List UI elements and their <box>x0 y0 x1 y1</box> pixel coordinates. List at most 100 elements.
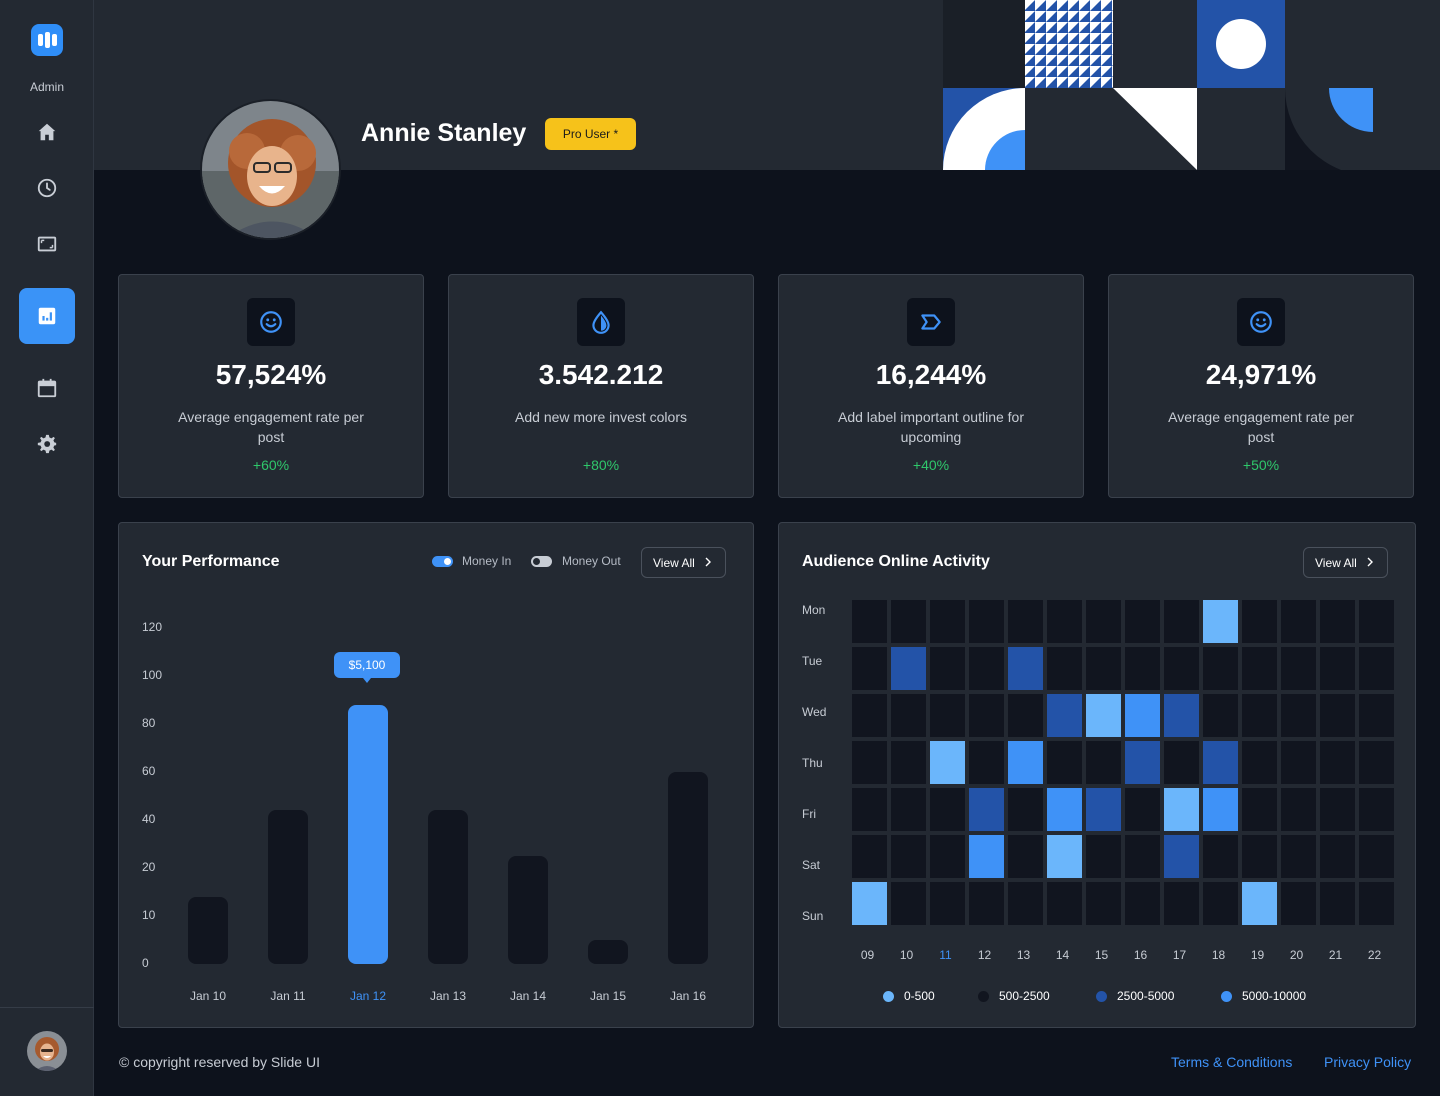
heatmap-cell[interactable] <box>1047 835 1082 878</box>
chart-bar[interactable] <box>668 772 708 964</box>
heatmap-cell[interactable] <box>1164 835 1199 878</box>
heatmap-cell[interactable] <box>1281 882 1316 925</box>
sidebar-item-settings[interactable] <box>19 416 75 472</box>
heatmap-cell[interactable] <box>1047 694 1082 737</box>
heatmap-cell[interactable] <box>1242 600 1277 643</box>
heatmap-cell[interactable] <box>891 835 926 878</box>
heatmap-cell[interactable] <box>891 647 926 690</box>
heatmap-cell[interactable] <box>1086 882 1121 925</box>
heatmap-cell[interactable] <box>1008 741 1043 784</box>
performance-view-all-button[interactable]: View All <box>641 547 726 578</box>
heatmap-cell[interactable] <box>1047 741 1082 784</box>
heatmap-cell[interactable] <box>1281 600 1316 643</box>
heatmap-cell[interactable] <box>1281 835 1316 878</box>
heatmap-cell[interactable] <box>1242 694 1277 737</box>
heatmap-cell[interactable] <box>852 835 887 878</box>
heatmap-cell[interactable] <box>1320 600 1355 643</box>
heatmap-cell[interactable] <box>930 882 965 925</box>
money-out-toggle[interactable] <box>531 556 552 567</box>
heatmap-cell[interactable] <box>930 647 965 690</box>
heatmap-cell[interactable] <box>930 835 965 878</box>
heatmap-cell[interactable] <box>891 694 926 737</box>
heatmap-cell[interactable] <box>1125 788 1160 831</box>
chart-bar[interactable] <box>588 940 628 964</box>
heatmap-cell[interactable] <box>1242 647 1277 690</box>
heatmap-cell[interactable] <box>852 600 887 643</box>
heatmap-cell[interactable] <box>1047 882 1082 925</box>
user-avatar-small[interactable] <box>27 1031 67 1071</box>
heatmap-cell[interactable] <box>852 647 887 690</box>
heatmap-cell[interactable] <box>1125 600 1160 643</box>
heatmap-cell[interactable] <box>969 647 1004 690</box>
heatmap-cell[interactable] <box>969 788 1004 831</box>
heatmap-cell[interactable] <box>1242 882 1277 925</box>
heatmap-cell[interactable] <box>1008 835 1043 878</box>
heatmap-cell[interactable] <box>1281 788 1316 831</box>
money-in-toggle[interactable] <box>432 556 453 567</box>
chart-bar[interactable] <box>268 810 308 964</box>
chart-bar[interactable] <box>188 896 228 964</box>
heatmap-cell[interactable] <box>1359 788 1394 831</box>
heatmap-cell[interactable] <box>1164 882 1199 925</box>
heatmap-cell[interactable] <box>1008 600 1043 643</box>
heatmap-cell[interactable] <box>1125 835 1160 878</box>
chart-bar[interactable] <box>348 704 388 964</box>
heatmap-cell[interactable] <box>1008 647 1043 690</box>
heatmap-cell[interactable] <box>1086 788 1121 831</box>
heatmap-cell[interactable] <box>1086 600 1121 643</box>
heatmap-cell[interactable] <box>930 600 965 643</box>
heatmap-cell[interactable] <box>1320 647 1355 690</box>
heatmap-cell[interactable] <box>969 694 1004 737</box>
heatmap-cell[interactable] <box>1242 788 1277 831</box>
heatmap-cell[interactable] <box>969 741 1004 784</box>
brand-logo[interactable] <box>31 24 63 56</box>
sidebar-item-home[interactable] <box>19 104 75 160</box>
heatmap-cell[interactable] <box>1359 741 1394 784</box>
heatmap-cell[interactable] <box>1086 741 1121 784</box>
heatmap-cell[interactable] <box>852 788 887 831</box>
heatmap-cell[interactable] <box>1203 647 1238 690</box>
chart-bar[interactable] <box>508 856 548 964</box>
sidebar-item-analytics[interactable] <box>19 288 75 344</box>
heatmap-cell[interactable] <box>1086 835 1121 878</box>
heatmap-cell[interactable] <box>1320 788 1355 831</box>
heatmap-cell[interactable] <box>969 882 1004 925</box>
heatmap-cell[interactable] <box>1203 600 1238 643</box>
terms-link[interactable]: Terms & Conditions <box>1171 1054 1293 1070</box>
heatmap-cell[interactable] <box>1125 694 1160 737</box>
heatmap-cell[interactable] <box>1281 741 1316 784</box>
heatmap-cell[interactable] <box>1047 600 1082 643</box>
heatmap-cell[interactable] <box>1125 882 1160 925</box>
heatmap-cell[interactable] <box>1125 741 1160 784</box>
heatmap-cell[interactable] <box>1047 788 1082 831</box>
heatmap-cell[interactable] <box>930 788 965 831</box>
heatmap-cell[interactable] <box>1203 835 1238 878</box>
heatmap-cell[interactable] <box>1164 694 1199 737</box>
heatmap-cell[interactable] <box>1086 647 1121 690</box>
heatmap-cell[interactable] <box>1320 835 1355 878</box>
heatmap-cell[interactable] <box>852 882 887 925</box>
heatmap-cell[interactable] <box>1320 741 1355 784</box>
heatmap-cell[interactable] <box>1359 882 1394 925</box>
heatmap-cell[interactable] <box>852 694 887 737</box>
heatmap-cell[interactable] <box>1125 647 1160 690</box>
heatmap-cell[interactable] <box>1086 694 1121 737</box>
heatmap-cell[interactable] <box>1203 882 1238 925</box>
heatmap-cell[interactable] <box>891 600 926 643</box>
heatmap-cell[interactable] <box>1164 788 1199 831</box>
heatmap-cell[interactable] <box>1164 647 1199 690</box>
heatmap-cell[interactable] <box>891 741 926 784</box>
heatmap-cell[interactable] <box>891 788 926 831</box>
heatmap-cell[interactable] <box>1164 741 1199 784</box>
heatmap-cell[interactable] <box>1242 741 1277 784</box>
heatmap-cell[interactable] <box>1359 647 1394 690</box>
heatmap-cell[interactable] <box>969 835 1004 878</box>
heatmap-cell[interactable] <box>1047 647 1082 690</box>
privacy-link[interactable]: Privacy Policy <box>1324 1054 1412 1070</box>
heatmap-cell[interactable] <box>1203 741 1238 784</box>
sidebar-item-media[interactable] <box>19 216 75 272</box>
heatmap-cell[interactable] <box>930 741 965 784</box>
heatmap-cell[interactable] <box>1008 694 1043 737</box>
heatmap-cell[interactable] <box>1359 694 1394 737</box>
heatmap-cell[interactable] <box>1242 835 1277 878</box>
